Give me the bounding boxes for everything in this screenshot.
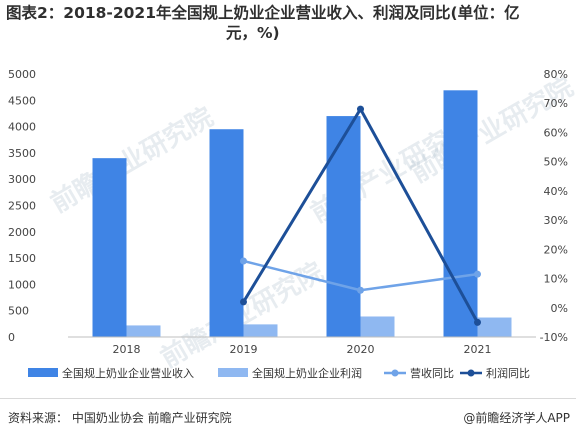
- brand-text: @前瞻经济学人APP: [463, 411, 570, 425]
- bar-group: [92, 90, 512, 337]
- y-left-tick-label: 5000: [8, 68, 36, 81]
- line-point: [240, 298, 247, 306]
- y-right-tick-label: 80%: [544, 68, 568, 81]
- x-tick-label: 2018: [113, 343, 141, 356]
- bar: [477, 317, 512, 337]
- chart-title: 图表2：2018-2021年全国规上奶业企业营业收入、利润及同比(单位：亿 元，…: [6, 3, 568, 43]
- y-right-tick-label: 60%: [544, 126, 568, 139]
- y-right-tick-label: 0%: [551, 302, 568, 315]
- bar: [209, 129, 244, 337]
- y-left-tick-label: 2000: [8, 226, 36, 239]
- y-left-tick-label: 3500: [8, 147, 36, 160]
- x-tick-label: 2020: [347, 343, 375, 356]
- line-point: [240, 257, 247, 265]
- x-tick-label: 2019: [230, 343, 258, 356]
- y-left-tick-label: 4500: [8, 94, 36, 107]
- footer: 资料来源： 中国奶业协会 前瞻产业研究院 @前瞻经济学人APP: [0, 398, 576, 435]
- line-group: [240, 105, 481, 326]
- y-right-tick-label: 10%: [544, 273, 568, 286]
- bar: [92, 158, 127, 337]
- legend-marker: [391, 369, 399, 377]
- line-point: [357, 286, 364, 294]
- chart-title-line1: 图表2：2018-2021年全国规上奶业企业营业收入、利润及同比(单位：亿: [6, 4, 520, 22]
- y-left-tick-label: 1000: [8, 278, 36, 291]
- y-right-tick-label: 70%: [544, 97, 568, 110]
- chart-legend: 全国规上奶业企业营业收入 全国规上奶业企业利润 营收同比 利润同比: [28, 366, 530, 380]
- y-left-tick-label: 1500: [8, 252, 36, 265]
- axes-group: 0 500 1000 1500 2000 2500 3000 3500 4000 4500 5000…: [8, 68, 568, 356]
- legend-label: 全国规上奶业企业利润: [252, 366, 362, 380]
- y-left-tick-label: 4000: [8, 121, 36, 134]
- y-left-tick-label: 500: [8, 305, 29, 318]
- bar: [443, 90, 478, 337]
- y-right-tick-label: 20%: [544, 243, 568, 256]
- line-point: [357, 105, 364, 113]
- line-point: [474, 270, 481, 278]
- source-text: 资料来源： 中国奶业协会 前瞻产业研究院: [8, 411, 232, 425]
- x-tick-label: 2021: [464, 343, 492, 356]
- legend-label: 全国规上奶业企业营业收入: [62, 366, 194, 380]
- y-left-tick-label: 2500: [8, 200, 36, 213]
- chart-title-line2: 元，%): [226, 24, 280, 42]
- line-point: [474, 318, 481, 326]
- legend-swatch: [218, 368, 248, 377]
- y-right-tick-label: 30%: [544, 214, 568, 227]
- bar: [360, 316, 395, 337]
- legend-label: 营收同比: [410, 366, 454, 380]
- bar: [326, 116, 361, 337]
- y-right-tick-label: -10%: [540, 331, 568, 344]
- y-left-tick-label: 3000: [8, 173, 36, 186]
- y-left-tick-label: 0: [8, 331, 15, 344]
- y-right-tick-label: 50%: [544, 156, 568, 169]
- y-right-tick-label: 40%: [544, 185, 568, 198]
- combo-chart: 0 500 1000 1500 2000 2500 3000 3500 4000 4500 5000…: [8, 68, 568, 380]
- legend-label: 利润同比: [486, 366, 530, 380]
- legend-swatch: [28, 368, 58, 377]
- legend-marker: [467, 369, 475, 377]
- bar: [243, 324, 278, 337]
- bar: [126, 325, 161, 337]
